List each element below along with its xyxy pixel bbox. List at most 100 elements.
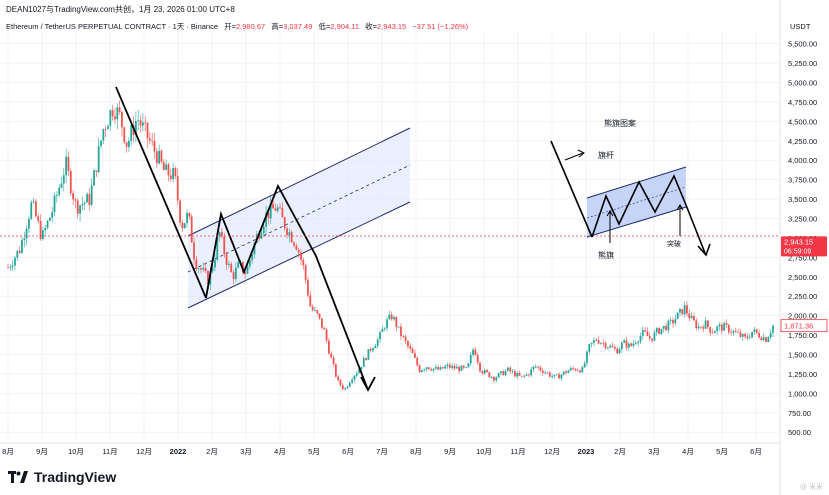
y-tick-label: 2,750.00 [788, 253, 817, 262]
candle [537, 366, 540, 371]
x-tick-label: 12月 [136, 447, 152, 456]
candle [67, 151, 70, 176]
x-tick-label: 2月 [206, 447, 218, 456]
watermark: @ 米米 [799, 484, 823, 491]
candle [393, 315, 395, 322]
candle [616, 346, 619, 354]
candle [390, 311, 393, 321]
candle [688, 309, 691, 322]
candle [451, 363, 454, 371]
candle [25, 225, 28, 246]
diagram-flag-mid [586, 186, 687, 219]
candle [700, 326, 702, 329]
candle [725, 319, 728, 329]
candle [758, 329, 760, 339]
y-tick-label: 750.00 [788, 409, 811, 418]
candle [679, 307, 681, 317]
candle [114, 107, 116, 125]
candle [720, 322, 723, 335]
candle [702, 324, 705, 333]
candle [279, 202, 281, 209]
candle [160, 149, 163, 164]
symbol-name[interactable]: Ethereum / TetherUS PERPETUAL CONTRACT ·… [6, 22, 219, 31]
candle [555, 373, 558, 376]
candle [41, 226, 44, 241]
y-tick-label: 1,500.00 [788, 351, 817, 360]
candle [388, 310, 391, 321]
candle [200, 266, 202, 274]
candle [318, 313, 321, 321]
breakdown-arrow-head [360, 376, 376, 392]
bear-flag-diagram: 熊旗图案 旗杆 熊旗 突破 [550, 118, 711, 260]
candle [597, 336, 600, 345]
candle [502, 369, 505, 376]
candle [251, 252, 254, 264]
y-tick-label: 5,000.00 [788, 79, 817, 88]
x-tick-label: 11月 [102, 447, 117, 456]
candle [646, 327, 649, 337]
prior-price-tag: 1,871.36 [780, 319, 828, 333]
candle [79, 204, 81, 222]
candle [167, 162, 170, 182]
candle [520, 375, 523, 378]
candle [525, 373, 528, 377]
candle [102, 128, 105, 145]
candle [476, 352, 479, 365]
x-tick-label: 5月 [716, 447, 728, 456]
y-tick-label: 500.00 [788, 428, 811, 437]
current-price-tag: 2,943.15 06:59:09 [781, 236, 827, 257]
candle [448, 362, 451, 370]
candle [474, 346, 477, 356]
candle [355, 371, 358, 378]
candle [346, 385, 349, 390]
candle [218, 231, 221, 242]
x-tick-label: 8月 [410, 447, 422, 456]
candle [18, 246, 21, 254]
candle [672, 317, 674, 328]
candle [214, 253, 216, 272]
candle [407, 339, 409, 350]
x-tick-label: 9月 [444, 447, 456, 456]
candle [295, 243, 298, 251]
candle [611, 342, 614, 348]
tradingview-brand[interactable]: TradingView [8, 469, 116, 485]
candle [165, 159, 168, 171]
time-axis[interactable]: 8月 9月 10月 11月 12月 2022 2月 3月 4月 5月 6月 7月 8月 9月 10月 11月 1… [0, 442, 780, 456]
candle [311, 304, 314, 312]
candle [374, 343, 377, 349]
candle [623, 338, 626, 344]
candle [237, 259, 240, 269]
candle [467, 362, 470, 368]
candle [141, 112, 144, 132]
candle [221, 227, 223, 239]
candle [667, 319, 670, 334]
candle [386, 316, 388, 332]
candle [118, 100, 121, 115]
x-tick-label: 8月 [2, 447, 14, 456]
candle [560, 373, 563, 382]
candle [748, 333, 751, 340]
candle [744, 332, 746, 339]
diagram-pole-line [550, 140, 593, 238]
candle [425, 366, 428, 372]
candle [558, 372, 560, 379]
candle [548, 371, 551, 378]
candle [334, 363, 337, 378]
candle [572, 365, 574, 371]
candle [46, 219, 49, 230]
currency-label: USDT [790, 22, 811, 31]
candle [83, 201, 86, 211]
candle [665, 323, 667, 332]
candle [202, 262, 205, 272]
candle [190, 213, 193, 243]
diagram-flag-upper [586, 166, 687, 199]
candle [620, 340, 623, 353]
candle [530, 366, 533, 378]
candle [28, 215, 30, 233]
candle [383, 326, 386, 332]
candle [607, 346, 609, 350]
candle [174, 166, 177, 180]
candle [716, 325, 719, 335]
candle [204, 263, 207, 274]
